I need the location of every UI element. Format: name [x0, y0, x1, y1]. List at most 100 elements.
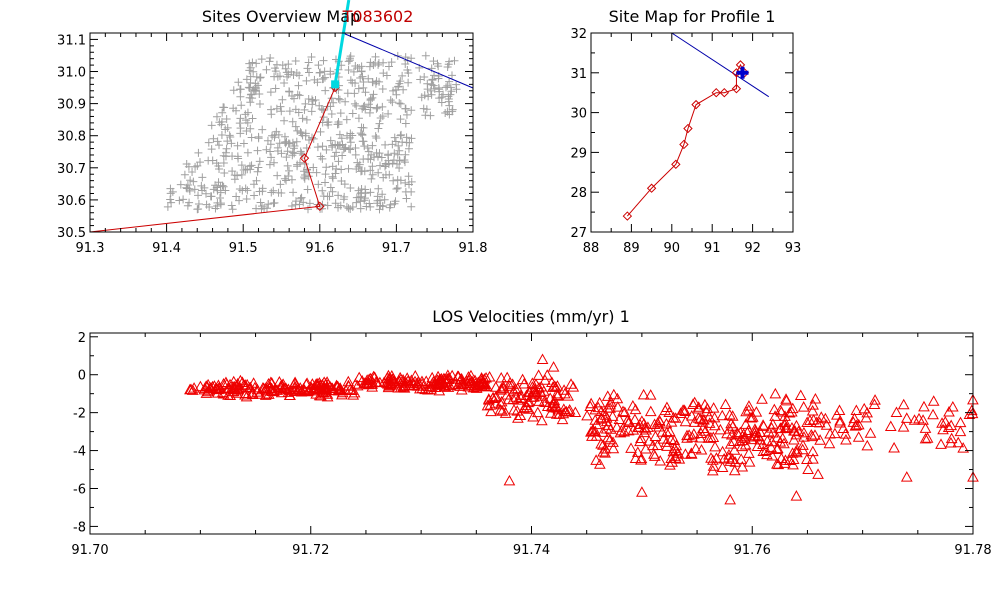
site-marker — [285, 139, 294, 148]
y-tick-label: 31.1 — [57, 33, 86, 48]
site-marker — [252, 176, 261, 185]
site-marker — [330, 152, 339, 161]
los-points — [184, 353, 979, 505]
velocity-point — [790, 490, 803, 501]
site-marker — [357, 166, 366, 175]
site-marker — [241, 184, 250, 193]
site-marker — [326, 136, 335, 145]
y-tick-label: -4 — [73, 445, 86, 460]
site-marker — [243, 118, 252, 127]
velocity-point — [607, 388, 620, 400]
velocity-point — [604, 398, 617, 410]
velocity-point — [679, 415, 692, 427]
y-tick-label: 2 — [78, 331, 86, 346]
velocity-point — [589, 403, 602, 415]
site-marker — [387, 58, 396, 67]
velocity-point — [884, 420, 897, 432]
velocity-point — [674, 407, 687, 418]
site-marker — [293, 162, 302, 171]
site-marker — [282, 68, 291, 77]
velocity-point — [584, 400, 597, 411]
site-marker — [228, 152, 237, 161]
site-marker — [307, 107, 316, 116]
velocity-point — [809, 392, 822, 404]
x-tick-label: 91.74 — [513, 543, 550, 558]
velocity-point — [705, 452, 717, 463]
site-marker — [396, 176, 405, 185]
y-tick-label: 28 — [570, 186, 587, 201]
site-marker — [401, 178, 410, 187]
site-marker — [288, 117, 297, 126]
velocity-point — [847, 416, 860, 427]
site-marker — [344, 204, 353, 213]
velocity-point — [414, 382, 426, 394]
velocity-point — [788, 434, 800, 445]
velocity-point — [585, 397, 598, 409]
velocity-point — [200, 387, 213, 398]
x-tick-label: 91.5 — [229, 241, 258, 256]
site-marker — [363, 143, 372, 152]
velocity-point — [374, 376, 386, 388]
site-marker — [427, 80, 436, 89]
site-marker — [287, 202, 296, 211]
velocity-point — [703, 417, 716, 428]
velocity-point — [765, 441, 777, 453]
site-marker — [204, 138, 213, 147]
velocity-point — [629, 403, 642, 415]
velocity-point — [807, 414, 820, 425]
velocity-point — [852, 431, 865, 442]
site-marker — [216, 188, 225, 197]
site-marker — [323, 201, 332, 210]
site-marker — [404, 172, 413, 181]
velocity-point — [716, 461, 729, 473]
velocity-point — [900, 471, 913, 482]
site-marker — [266, 147, 275, 156]
site-marker — [368, 93, 377, 102]
site-marker — [348, 109, 357, 118]
site-marker — [242, 195, 251, 204]
site-marker — [218, 108, 227, 117]
site-marker — [183, 201, 192, 210]
site-marker — [344, 66, 353, 75]
velocity-point — [394, 371, 407, 383]
velocity-point — [503, 474, 516, 486]
site-marker — [272, 60, 281, 69]
site-marker — [320, 67, 329, 76]
site-marker — [365, 108, 374, 117]
velocity-point — [699, 425, 712, 436]
velocity-point — [723, 408, 736, 420]
site-marker — [405, 180, 414, 189]
velocity-point — [336, 386, 349, 398]
velocity-point — [829, 427, 841, 439]
site-marker — [314, 180, 323, 189]
los-title: LOS Velocities (mm/yr) 1 — [432, 307, 630, 326]
site-marker — [397, 130, 406, 139]
site-marker — [223, 123, 232, 132]
site-marker — [335, 130, 344, 139]
velocity-point — [897, 398, 910, 410]
profile-vertex — [679, 139, 689, 150]
site-marker — [304, 94, 313, 103]
velocity-point — [774, 436, 787, 447]
velocity-point — [560, 405, 573, 417]
site-marker — [332, 148, 341, 157]
site-marker — [252, 59, 261, 68]
velocity-point — [534, 386, 547, 398]
site-marker — [220, 103, 229, 112]
velocity-point — [919, 422, 932, 433]
velocity-point — [602, 431, 614, 443]
velocity-point — [393, 375, 406, 386]
site-marker — [254, 134, 263, 143]
site-marker — [258, 125, 267, 134]
site-marker — [361, 105, 370, 114]
velocity-point — [757, 420, 770, 431]
site-marker — [233, 141, 242, 150]
site-marker — [296, 128, 305, 137]
site-marker — [356, 74, 365, 83]
site-marker — [296, 194, 305, 203]
velocity-point — [812, 468, 824, 479]
velocity-point — [438, 372, 450, 384]
velocity-point — [428, 378, 441, 389]
velocity-point — [834, 416, 846, 428]
velocity-point — [801, 416, 813, 428]
